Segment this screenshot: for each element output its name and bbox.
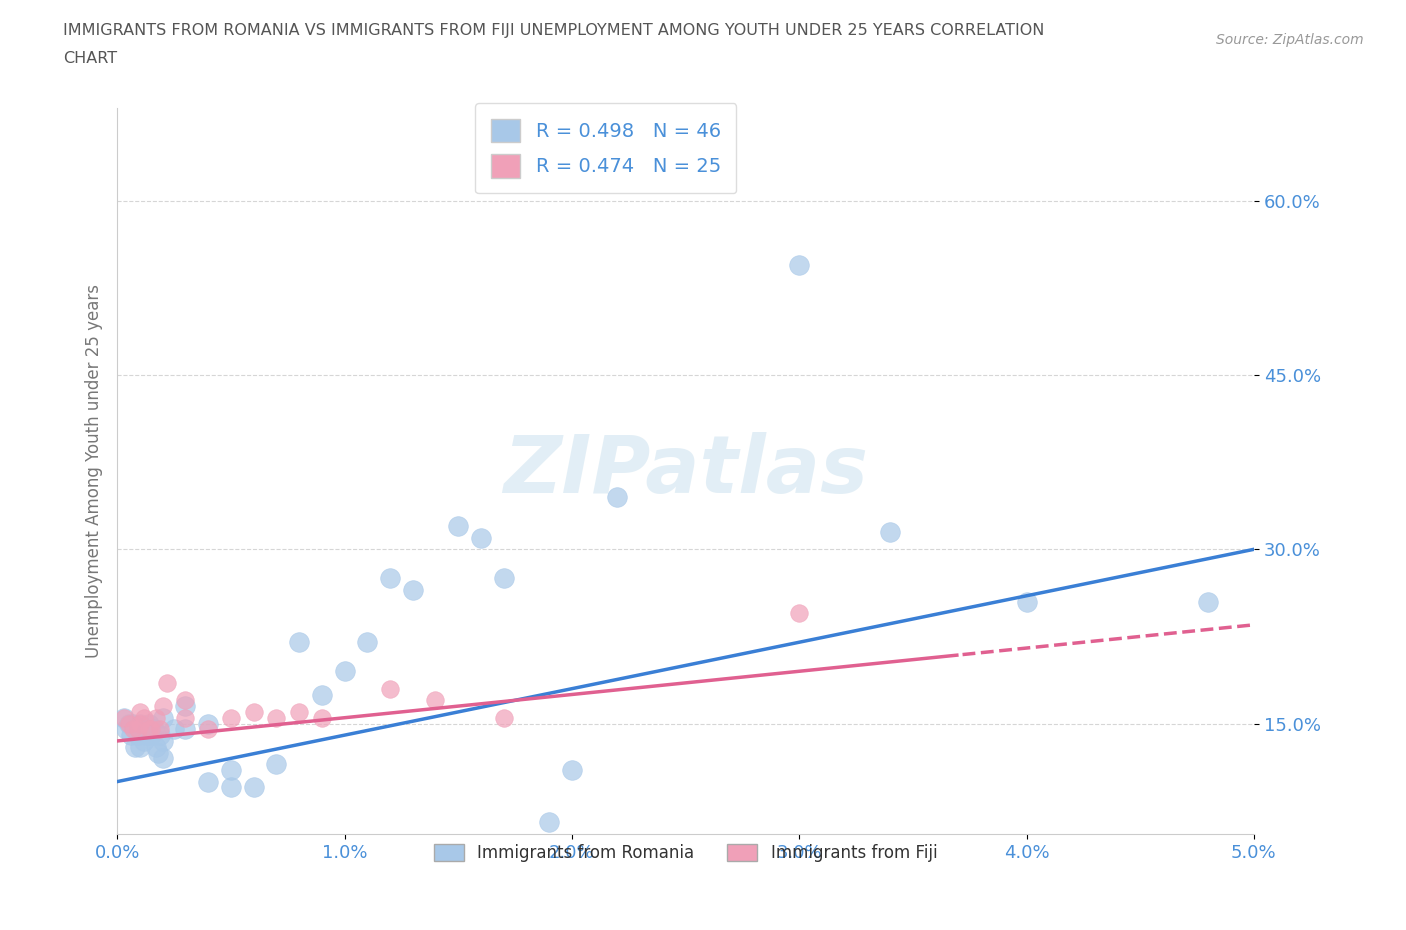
Point [117,716,139,731]
Point [174,722,197,737]
Point [333,664,356,679]
Point [288,705,311,720]
Point [152,698,174,713]
Point [378,682,401,697]
Point [1015,594,1038,609]
Point [787,605,810,620]
Point [242,705,264,720]
Point [879,525,901,539]
Point [138,716,160,731]
Point [134,711,156,725]
Point [124,739,146,754]
Point [561,763,583,777]
Point [356,635,378,650]
Text: Source: ZipAtlas.com: Source: ZipAtlas.com [1216,33,1364,46]
Point [156,675,179,690]
Text: IMMIGRANTS FROM ROMANIA VS IMMIGRANTS FROM FIJI UNEMPLOYMENT AMONG YOUTH UNDER 2: IMMIGRANTS FROM ROMANIA VS IMMIGRANTS FR… [63,23,1045,38]
Point [138,722,160,737]
Point [242,780,264,795]
Text: ZIPatlas: ZIPatlas [503,432,868,510]
Legend: Immigrants from Romania, Immigrants from Fiji: Immigrants from Romania, Immigrants from… [427,838,943,870]
Point [135,727,157,742]
Point [141,722,163,737]
Point [127,722,149,737]
Point [174,693,197,708]
Point [538,815,561,830]
Point [149,722,172,737]
Point [117,716,139,731]
Point [492,711,515,725]
Point [378,571,401,586]
Point [311,687,333,702]
Point [606,489,628,504]
Point [1197,594,1219,609]
Y-axis label: Unemployment Among Youth under 25 years: Unemployment Among Youth under 25 years [86,284,103,658]
Point [129,716,152,731]
Point [112,711,135,725]
Point [112,711,135,725]
Point [127,727,149,742]
Point [174,698,197,713]
Point [197,716,219,731]
Point [197,722,219,737]
Point [129,722,152,737]
Point [219,711,242,725]
Point [145,739,167,754]
Point [145,711,167,725]
Point [149,727,172,742]
Point [266,757,288,772]
Point [470,530,492,545]
Point [146,745,169,760]
Point [129,739,152,754]
Point [152,711,174,725]
Point [425,693,447,708]
Point [787,258,810,272]
Point [122,722,145,737]
Point [219,780,242,795]
Point [152,751,174,765]
Point [134,734,156,749]
Point [120,727,142,742]
Point [152,734,174,749]
Point [311,711,333,725]
Point [142,722,165,737]
Point [219,763,242,777]
Point [129,716,152,731]
Point [122,716,145,731]
Point [492,571,515,586]
Point [129,705,152,720]
Point [174,711,197,725]
Point [141,727,163,742]
Point [115,722,138,737]
Point [197,774,219,789]
Point [447,519,470,534]
Text: CHART: CHART [63,51,117,66]
Point [288,635,311,650]
Point [266,711,288,725]
Point [163,722,186,737]
Point [402,582,425,597]
